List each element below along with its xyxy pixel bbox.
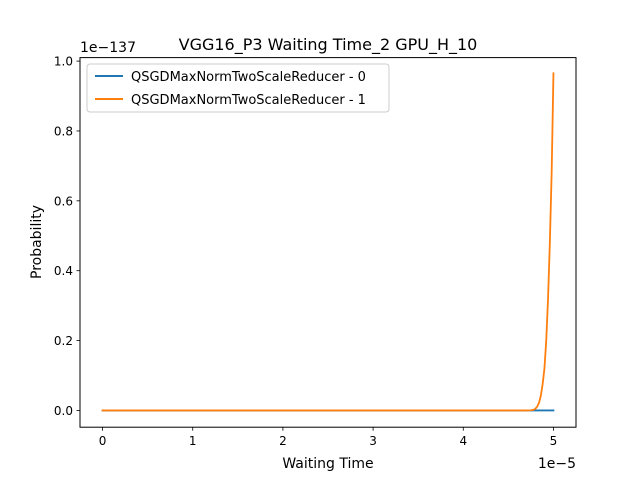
plot-area [79, 57, 577, 428]
series-line-1 [101, 72, 555, 412]
series-layer [101, 72, 555, 412]
y-axis: 0.0 0.2 0.4 0.6 0.8 1.0 [54, 55, 80, 418]
y-tick-label: 0.4 [54, 264, 73, 278]
chart-title: VGG16_P3 Waiting Time_2 GPU_H_10 [179, 35, 478, 55]
axes-frame [79, 57, 577, 428]
x-axis-offset-text: 1e−5 [538, 456, 576, 472]
legend: QSGDMaxNormTwoScaleReducer - 0 QSGDMaxNo… [86, 63, 390, 113]
x-tick-label: 3 [369, 434, 377, 448]
y-tick-label: 0.0 [54, 404, 73, 418]
y-tick-label: 0.8 [54, 124, 73, 138]
y-axis-label: Probability [29, 205, 45, 279]
x-tick-label: 2 [279, 434, 287, 448]
x-axis: 0 1 2 3 4 5 [99, 427, 558, 448]
x-tick-label: 4 [459, 434, 467, 448]
y-tick-label: 0.6 [54, 194, 73, 208]
x-tick-label: 5 [550, 434, 558, 448]
legend-label-series-0: QSGDMaxNormTwoScaleReducer - 0 [131, 70, 366, 85]
legend-label-series-1: QSGDMaxNormTwoScaleReducer - 1 [131, 93, 366, 108]
x-tick-label: 1 [189, 434, 197, 448]
x-tick-label: 0 [99, 434, 107, 448]
x-axis-label: Waiting Time [282, 456, 373, 472]
y-tick-label: 0.2 [54, 334, 73, 348]
y-tick-label: 1.0 [54, 55, 73, 69]
legend-box [86, 63, 390, 113]
y-axis-offset-text: 1e−137 [80, 40, 136, 56]
